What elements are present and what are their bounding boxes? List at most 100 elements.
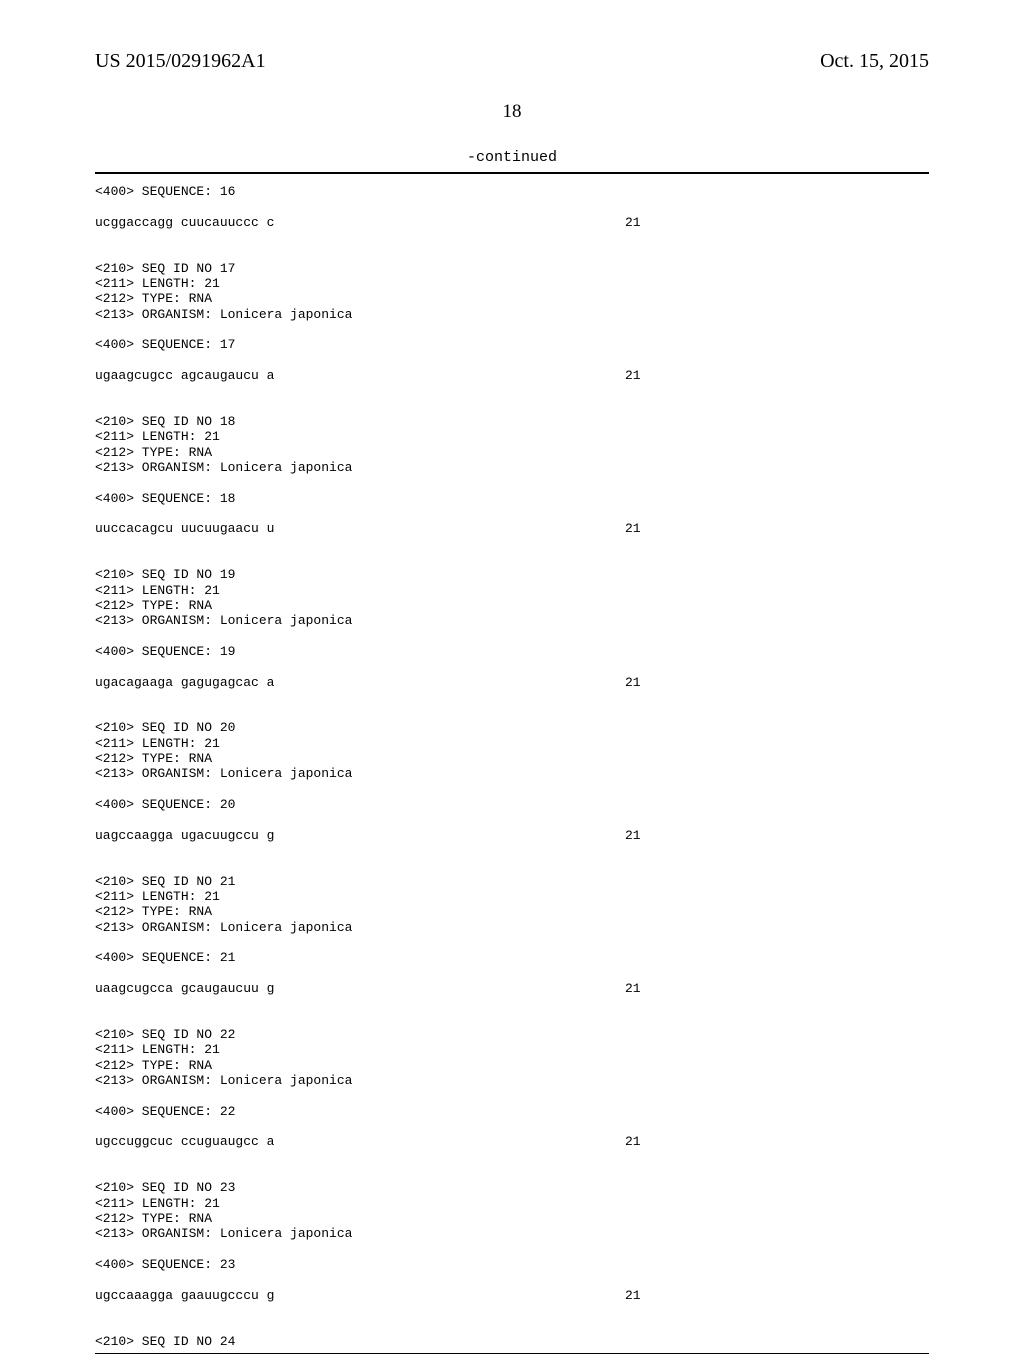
sequence-metadata-line: <400> SEQUENCE: 19 [95, 644, 929, 659]
blank-line [95, 537, 929, 552]
sequence-metadata-line: <210> SEQ ID NO 18 [95, 414, 929, 429]
sequence-metadata-line: <211> LENGTH: 21 [95, 889, 929, 904]
sequence-text: ugccuggcuc ccuguaugcc a [95, 1134, 625, 1149]
sequence-metadata-line: <211> LENGTH: 21 [95, 736, 929, 751]
sequence-metadata-line: <400> SEQUENCE: 22 [95, 1104, 929, 1119]
blank-line [95, 322, 929, 337]
sequence-metadata-line: <210> SEQ ID NO 17 [95, 261, 929, 276]
blank-line [95, 399, 929, 414]
sequence-text: uagccaagga ugacuugccu g [95, 828, 625, 843]
sequence-metadata-line: <213> ORGANISM: Lonicera japonica [95, 1073, 929, 1088]
blank-line [95, 1272, 929, 1287]
sequence-metadata-line: <212> TYPE: RNA [95, 1058, 929, 1073]
blank-line [95, 812, 929, 827]
sequence-metadata-line: <211> LENGTH: 21 [95, 1042, 929, 1057]
blank-line [95, 659, 929, 674]
page: US 2015/0291962A1 Oct. 15, 2015 18 -cont… [0, 0, 1024, 1320]
sequence-metadata-line: <210> SEQ ID NO 23 [95, 1180, 929, 1195]
sequence-metadata-line: <213> ORGANISM: Lonicera japonica [95, 766, 929, 781]
sequence-metadata-line: <212> TYPE: RNA [95, 445, 929, 460]
page-number: 18 [95, 101, 929, 123]
blank-line [95, 199, 929, 214]
blank-line [95, 1165, 929, 1180]
sequence-text: uuccacagcu uucuugaacu u [95, 521, 625, 536]
sequence-length: 21 [625, 675, 641, 690]
sequence-metadata-line: <400> SEQUENCE: 17 [95, 337, 929, 352]
sequence-metadata-line: <211> LENGTH: 21 [95, 276, 929, 291]
blank-line [95, 1119, 929, 1134]
sequence-length: 21 [625, 1288, 641, 1303]
sequence-line: uuccacagcu uucuugaacu u21 [95, 521, 929, 536]
sequence-text: ugaagcugcc agcaugaucu a [95, 368, 625, 383]
blank-line [95, 1242, 929, 1257]
sequence-metadata-line: <212> TYPE: RNA [95, 904, 929, 919]
sequence-metadata-line: <212> TYPE: RNA [95, 598, 929, 613]
sequence-text: ucggaccagg cuucauuccc c [95, 215, 625, 230]
patent-number: US 2015/0291962A1 [95, 50, 266, 73]
sequence-line: ugccaaagga gaauugcccu g21 [95, 1288, 929, 1303]
sequence-length: 21 [625, 1134, 641, 1149]
sequence-metadata-line: <400> SEQUENCE: 21 [95, 950, 929, 965]
sequence-metadata-line: <210> SEQ ID NO 21 [95, 874, 929, 889]
sequence-metadata-line: <211> LENGTH: 21 [95, 583, 929, 598]
continued-label: -continued [95, 149, 929, 166]
sequence-length: 21 [625, 521, 641, 536]
sequence-listing: <400> SEQUENCE: 16 ucggaccagg cuucauuccc… [95, 184, 929, 1349]
sequence-length: 21 [625, 981, 641, 996]
sequence-text: ugacagaaga gagugagcac a [95, 675, 625, 690]
sequence-text: uaagcugcca gcaugaucuu g [95, 981, 625, 996]
blank-line [95, 1318, 929, 1333]
sequence-metadata-line: <213> ORGANISM: Lonicera japonica [95, 460, 929, 475]
blank-line [95, 383, 929, 398]
sequence-line: uaagcugcca gcaugaucuu g21 [95, 981, 929, 996]
sequence-line: ugaagcugcc agcaugaucu a21 [95, 368, 929, 383]
patent-date: Oct. 15, 2015 [820, 50, 929, 73]
blank-line [95, 966, 929, 981]
horizontal-rule-top [95, 172, 929, 174]
sequence-text: ugccaaagga gaauugcccu g [95, 1288, 625, 1303]
blank-line [95, 782, 929, 797]
blank-line [95, 506, 929, 521]
sequence-metadata-line: <213> ORGANISM: Lonicera japonica [95, 920, 929, 935]
blank-line [95, 245, 929, 260]
sequence-metadata-line: <211> LENGTH: 21 [95, 429, 929, 444]
blank-line [95, 475, 929, 490]
sequence-metadata-line: <212> TYPE: RNA [95, 751, 929, 766]
blank-line [95, 230, 929, 245]
sequence-line: uagccaagga ugacuugccu g21 [95, 828, 929, 843]
blank-line [95, 353, 929, 368]
sequence-metadata-line: <212> TYPE: RNA [95, 291, 929, 306]
blank-line [95, 1150, 929, 1165]
sequence-metadata-line: <210> SEQ ID NO 19 [95, 567, 929, 582]
blank-line [95, 690, 929, 705]
blank-line [95, 935, 929, 950]
sequence-metadata-line: <400> SEQUENCE: 16 [95, 184, 929, 199]
sequence-metadata-line: <213> ORGANISM: Lonicera japonica [95, 307, 929, 322]
sequence-metadata-line: <210> SEQ ID NO 24 [95, 1334, 929, 1349]
sequence-metadata-line: <213> ORGANISM: Lonicera japonica [95, 1226, 929, 1241]
blank-line [95, 996, 929, 1011]
sequence-length: 21 [625, 215, 641, 230]
sequence-metadata-line: <211> LENGTH: 21 [95, 1196, 929, 1211]
sequence-metadata-line: <210> SEQ ID NO 20 [95, 720, 929, 735]
sequence-metadata-line: <213> ORGANISM: Lonicera japonica [95, 613, 929, 628]
blank-line [95, 552, 929, 567]
blank-line [95, 1088, 929, 1103]
blank-line [95, 705, 929, 720]
sequence-line: ugccuggcuc ccuguaugcc a21 [95, 1134, 929, 1149]
sequence-metadata-line: <400> SEQUENCE: 20 [95, 797, 929, 812]
blank-line [95, 629, 929, 644]
blank-line [95, 858, 929, 873]
sequence-length: 21 [625, 828, 641, 843]
sequence-line: ugacagaaga gagugagcac a21 [95, 675, 929, 690]
blank-line [95, 843, 929, 858]
blank-line [95, 1303, 929, 1318]
sequence-metadata-line: <212> TYPE: RNA [95, 1211, 929, 1226]
page-header: US 2015/0291962A1 Oct. 15, 2015 [95, 50, 929, 73]
sequence-metadata-line: <400> SEQUENCE: 18 [95, 491, 929, 506]
sequence-metadata-line: <400> SEQUENCE: 23 [95, 1257, 929, 1272]
sequence-metadata-line: <210> SEQ ID NO 22 [95, 1027, 929, 1042]
sequence-length: 21 [625, 368, 641, 383]
blank-line [95, 1012, 929, 1027]
sequence-line: ucggaccagg cuucauuccc c21 [95, 215, 929, 230]
